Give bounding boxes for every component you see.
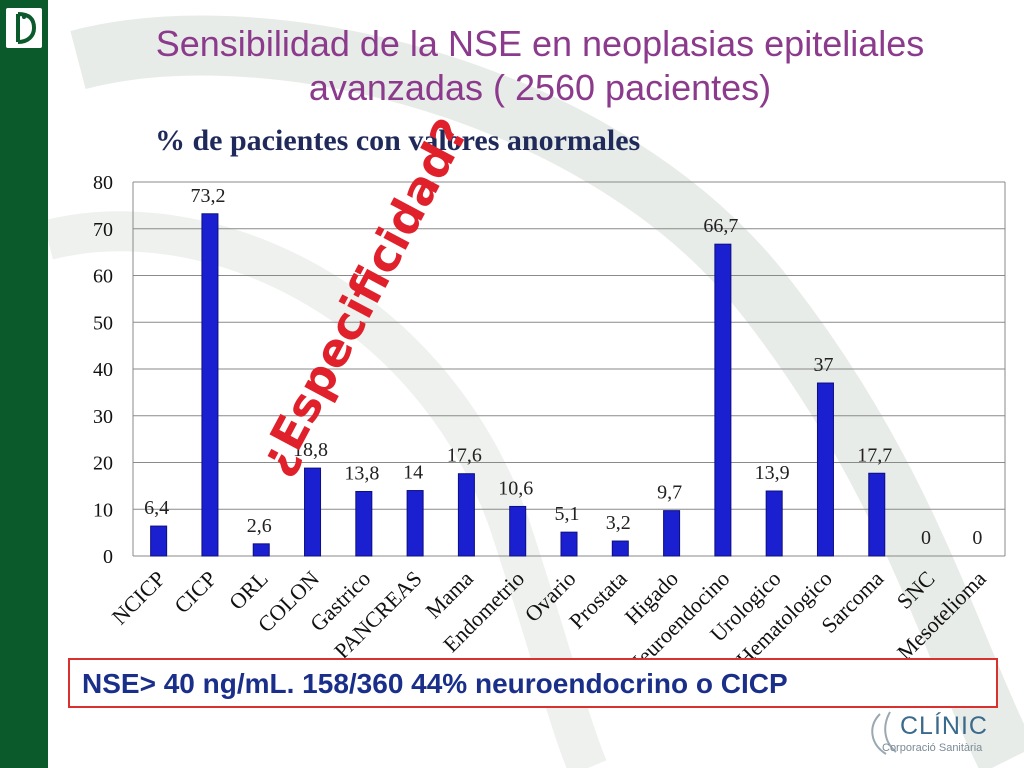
data-label: 37 <box>813 354 833 376</box>
data-label: 0 <box>972 527 982 549</box>
data-label: 3,2 <box>606 512 631 534</box>
bar <box>509 505 527 557</box>
y-tick-label: 40 <box>93 359 113 381</box>
data-label: 18,8 <box>293 439 328 461</box>
x-tick-label: Prostata <box>564 566 632 634</box>
data-label: 2,6 <box>247 515 272 537</box>
bar <box>560 531 578 557</box>
y-tick-label: 60 <box>93 266 113 288</box>
bar <box>816 382 834 557</box>
y-tick-label: 10 <box>93 499 113 521</box>
clinic-logo-text: CLÍNIC <box>900 712 988 740</box>
data-label: 14 <box>403 462 423 484</box>
bar <box>355 490 373 557</box>
bar <box>252 543 270 557</box>
data-label: 0 <box>921 527 931 549</box>
data-label: 13,9 <box>755 462 790 484</box>
bar <box>714 243 732 557</box>
chart-subtitle: % de pacientes con valores anormales <box>155 124 641 157</box>
slide-title-line2: avanzadas ( 2560 pacientes) <box>308 67 772 108</box>
bar <box>765 490 783 557</box>
data-label: 73,2 <box>190 185 225 207</box>
slide-title-line1: Sensibilidad de la NSE en neoplasias epi… <box>155 23 925 64</box>
data-label: 17,6 <box>447 445 482 467</box>
y-tick-label: 70 <box>93 219 113 241</box>
data-label: 66,7 <box>703 215 738 237</box>
bar <box>201 213 219 557</box>
bar <box>663 510 681 557</box>
bar <box>457 473 475 557</box>
data-label: 13,8 <box>344 462 379 484</box>
y-tick-label: 30 <box>93 406 113 428</box>
x-tick-label: NCICP <box>107 566 170 629</box>
y-tick-label: 20 <box>93 453 113 475</box>
bar <box>611 540 629 557</box>
bar <box>150 525 168 557</box>
data-label: 6,4 <box>144 497 169 519</box>
footer-note-box: NSE> 40 ng/mL. 158/360 44% neuroendocrin… <box>68 658 998 708</box>
institution-logo-icon <box>6 8 42 48</box>
y-tick-label: 50 <box>93 312 113 334</box>
y-tick-label: 80 <box>93 172 113 194</box>
data-label: 10,6 <box>498 477 533 499</box>
data-label: 17,7 <box>857 444 892 466</box>
clinic-logo-subtext: Corporació Sanitària <box>882 742 983 754</box>
clinic-logo-icon <box>871 711 897 755</box>
slide-title: Sensibilidad de la NSE en neoplasias epi… <box>60 22 1020 110</box>
data-label: 5,1 <box>555 503 580 525</box>
footer-note-text: NSE> 40 ng/mL. 158/360 44% neuroendocrin… <box>82 668 788 699</box>
y-tick-label: 0 <box>103 546 113 568</box>
bar <box>304 467 322 557</box>
data-label: 9,7 <box>657 482 682 504</box>
sidebar-band <box>0 0 48 768</box>
bar <box>868 472 886 557</box>
x-tick-label: CICP <box>169 566 221 618</box>
bar <box>406 490 424 557</box>
